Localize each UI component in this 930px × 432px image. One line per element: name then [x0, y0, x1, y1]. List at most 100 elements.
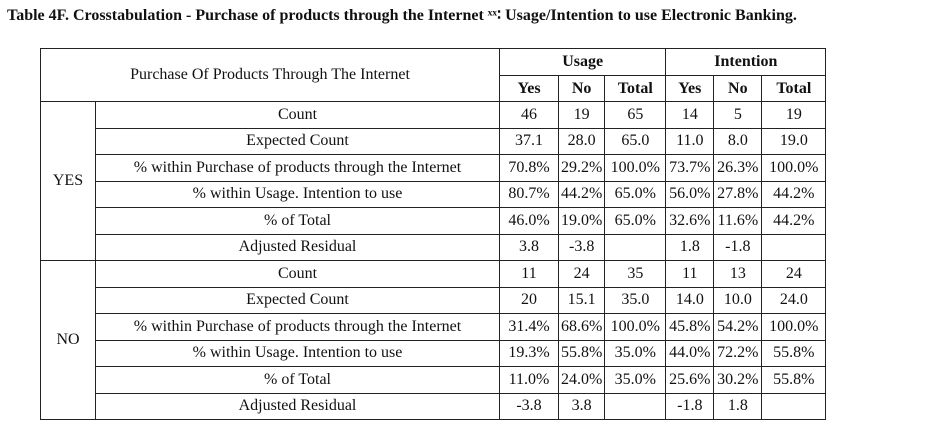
row-label: % within Usage. Intention to use — [95, 180, 500, 208]
table-cell: 65.0% — [604, 207, 667, 235]
table-row: Expected Count 37.1 28.0 65.0 11.0 8.0 19.0 — [41, 127, 827, 155]
table-cell: 46 — [499, 101, 559, 129]
table-cell: 68.6% — [557, 313, 606, 341]
table-cell: 19 — [761, 101, 827, 129]
table-cell: 70.8% — [499, 154, 559, 182]
table-cell: 72.2% — [713, 339, 763, 367]
subheader-intention-total: Total — [761, 75, 827, 102]
crosstab-table: Purchase Of Products Through The Interne… — [40, 48, 827, 420]
table-cell: 11.0% — [499, 366, 559, 394]
table-cell: 30.2% — [713, 366, 763, 394]
table-cell: 11.6% — [713, 207, 763, 235]
table-cell: 44.2% — [557, 180, 606, 208]
group-label-no: NO — [40, 260, 96, 420]
table-cell: 55.8% — [761, 339, 827, 367]
table-cell: 100.0% — [604, 313, 667, 341]
table-cell: 3.8 — [499, 233, 559, 261]
table-cell: 11 — [499, 260, 559, 288]
table-cell: 15.1 — [557, 286, 606, 314]
table-cell: 10.0 — [713, 286, 763, 314]
table-cell: 24 — [557, 260, 606, 288]
subheader-usage-total: Total — [604, 75, 667, 102]
table-cell: 44.0% — [665, 339, 715, 367]
table-row: % within Purchase of products through th… — [41, 313, 827, 341]
table-cell: 24 — [761, 260, 827, 288]
subheader-intention-yes: Yes — [665, 75, 715, 102]
table-cell: 26.3% — [713, 154, 763, 182]
group-label-yes: YES — [40, 101, 96, 261]
table-cell: 100.0% — [761, 313, 827, 341]
table-cell: 5 — [713, 101, 763, 129]
row-label: % of Total — [95, 207, 500, 235]
table-cell: 45.8% — [665, 313, 715, 341]
table-cell: 19.0% — [557, 207, 606, 235]
table-cell — [604, 233, 667, 261]
table-cell — [761, 233, 827, 261]
table-row: % within Usage. Intention to use 19.3% 55.… — [41, 339, 827, 367]
row-label: Expected Count — [95, 127, 500, 155]
table-cell: -3.8 — [499, 392, 559, 420]
table-cell: 13 — [713, 260, 763, 288]
group-header-usage: Usage — [498, 48, 667, 76]
table-cell: 24.0 — [761, 286, 827, 314]
table-cell: 73.7% — [665, 154, 715, 182]
table-cell: 19 — [557, 101, 606, 129]
table-cell: 3.8 — [557, 392, 606, 420]
row-label: Expected Count — [95, 286, 500, 314]
table-cell: 11.0 — [665, 127, 715, 155]
table-cell: -3.8 — [557, 233, 606, 261]
table-cell: 44.2% — [761, 180, 827, 208]
table-cell: 19.0 — [761, 127, 827, 155]
table-cell: -1.8 — [665, 392, 715, 420]
subheader-usage-no: No — [557, 75, 606, 102]
table-row: % within Usage. Intention to use 80.7% 44.… — [41, 180, 827, 208]
table-cell: 14.0 — [665, 286, 715, 314]
table-row: YES Count 46 19 65 14 5 19 — [40, 101, 827, 261]
table-cell: 46.0% — [499, 207, 559, 235]
table-cell: 11 — [665, 260, 715, 288]
subheader-usage-yes: Yes — [499, 75, 559, 102]
table-cell: 80.7% — [499, 180, 559, 208]
table-cell: 44.2% — [761, 207, 827, 235]
row-label: Count — [95, 260, 500, 288]
table-cell: 65 — [604, 101, 667, 129]
row-label: % within Purchase of products through th… — [95, 154, 500, 182]
table-row: % of Total 46.0% 19.0% 65.0% 32.6% 11.6% 44.2% — [41, 207, 827, 235]
corner-header: Purchase Of Products Through The Interne… — [40, 48, 500, 102]
table-cell: 31.4% — [499, 313, 559, 341]
table-cell: 29.2% — [557, 154, 606, 182]
table-row: % of Total 11.0% 24.0% 35.0% 25.6% 30.2% 55.8% — [41, 366, 827, 394]
table-cell: 25.6% — [665, 366, 715, 394]
table-cell: 1.8 — [665, 233, 715, 261]
table-title: Table 4F. Crosstabulation - Purchase of … — [7, 7, 797, 24]
table-cell: 32.6% — [665, 207, 715, 235]
row-label: % of Total — [95, 366, 500, 394]
table-cell: 35 — [604, 260, 667, 288]
table-body: YES Count 46 19 65 14 5 19 Expected Count 37.1 28.… — [40, 101, 827, 420]
row-label: Adjusted Residual — [95, 233, 500, 261]
table-cell: 37.1 — [499, 127, 559, 155]
table-cell: -1.8 — [713, 233, 763, 261]
table-cell: 65.0 — [604, 127, 667, 155]
table-cell: 100.0% — [604, 154, 667, 182]
row-label: % within Usage. Intention to use — [95, 339, 500, 367]
table-cell — [604, 392, 667, 420]
table-cell: 1.8 — [713, 392, 763, 420]
table-cell: 65.0% — [604, 180, 667, 208]
table-row: Adjusted Residual -3.8 3.8 -1.8 1.8 — [41, 392, 827, 420]
table-row: % within Purchase of products through th… — [41, 154, 827, 182]
table-row: Adjusted Residual 3.8 -3.8 1.8 -1.8 — [41, 233, 827, 261]
table-cell: 24.0% — [557, 366, 606, 394]
table-cell: 8.0 — [713, 127, 763, 155]
row-label: % within Purchase of products through th… — [95, 313, 500, 341]
row-label: Adjusted Residual — [95, 392, 500, 420]
table-row: Expected Count 20 15.1 35.0 14.0 10.0 24.0 — [41, 286, 827, 314]
group-header-intention: Intention — [665, 48, 827, 76]
table-row: NO Count 11 24 35 11 13 24 — [40, 260, 827, 420]
table-cell: 56.0% — [665, 180, 715, 208]
table-cell: 55.8% — [761, 366, 827, 394]
table-cell: 35.0% — [604, 339, 667, 367]
table-cell: 54.2% — [713, 313, 763, 341]
row-label: Count — [95, 101, 500, 129]
table-cell — [761, 392, 827, 420]
